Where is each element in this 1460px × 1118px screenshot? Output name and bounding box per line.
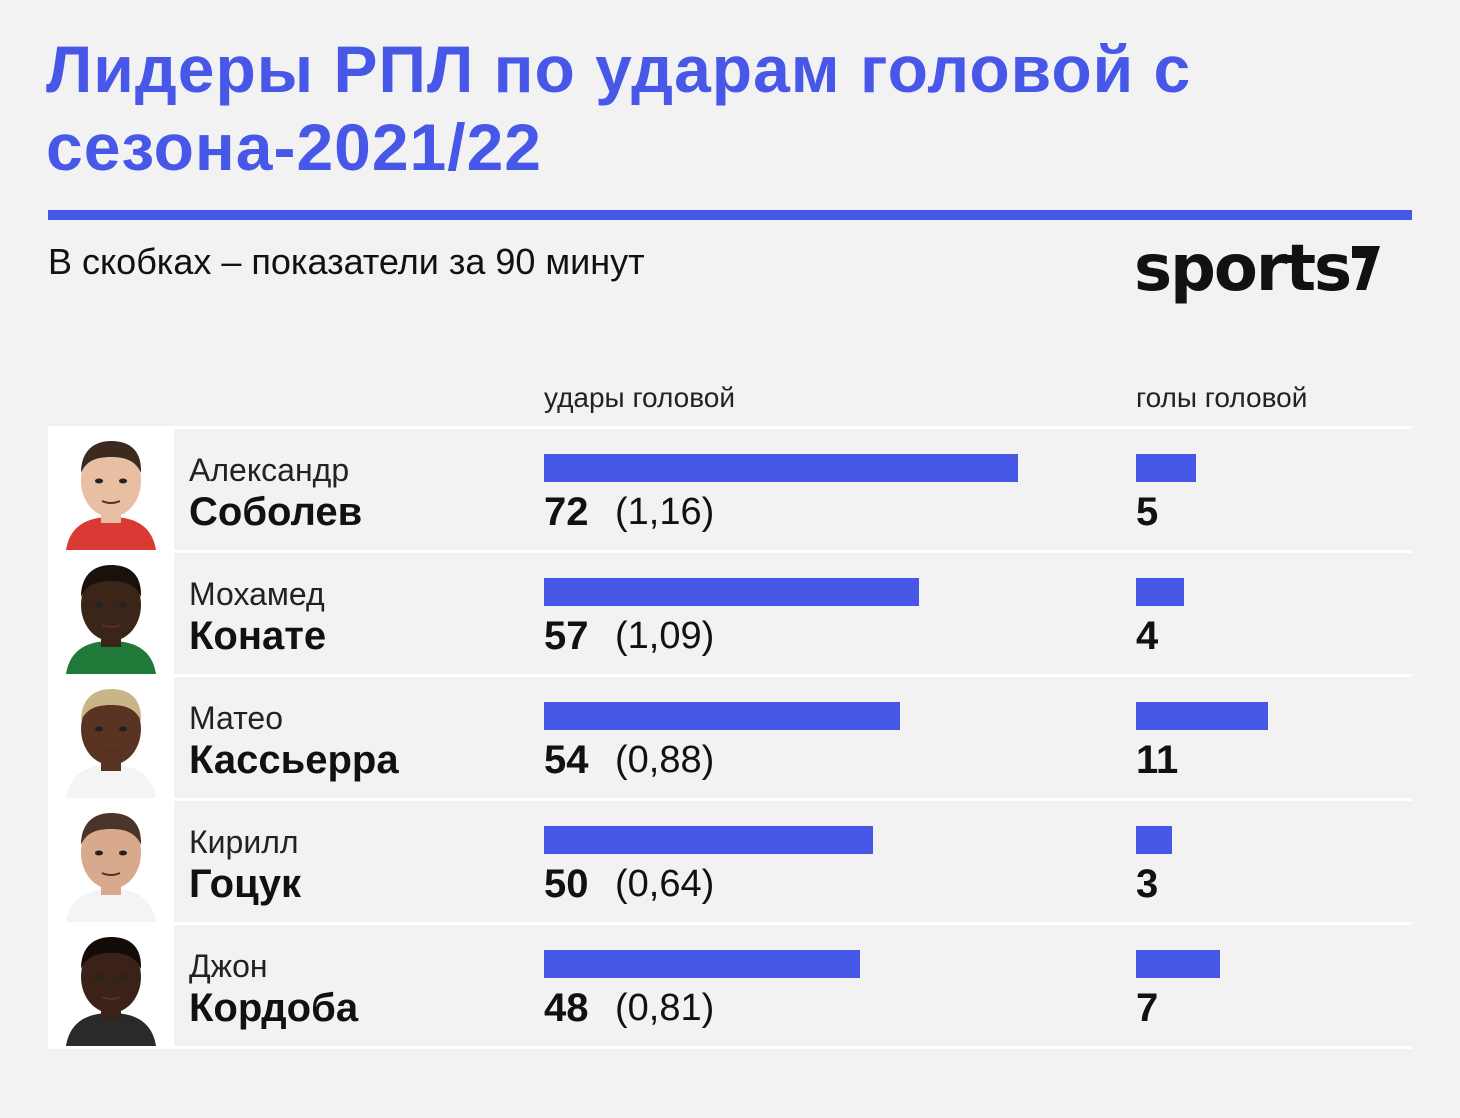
shots-bar	[544, 578, 919, 606]
shots-bar	[544, 826, 873, 854]
player-first-name: Кирилл	[189, 824, 299, 860]
shots-value: 72	[544, 490, 589, 534]
goals-bar	[1136, 702, 1268, 730]
column-header-goals: голы головой	[1136, 382, 1308, 413]
player-photo	[48, 925, 174, 1046]
page-title: Лидеры РПЛ по ударам головой с сезона-20…	[46, 32, 1192, 184]
player-last-name: Соболев	[189, 490, 363, 534]
shots-value: 48	[544, 986, 589, 1030]
shots-per90-value: (1,09)	[615, 615, 715, 657]
player-first-name: Мохамед	[189, 576, 325, 612]
player-photo	[48, 429, 174, 550]
logo-slash-icon	[1352, 246, 1381, 290]
table-top-divider	[48, 426, 1412, 429]
player-table: Александр Соболев 72 (1,16) 5 Мохамед Конате 57…	[48, 429, 1412, 1049]
sports-logo: sports	[1134, 232, 1381, 314]
title-divider	[48, 210, 1412, 220]
player-last-name: Кордоба	[189, 986, 359, 1030]
player-name: Матео Кассьерра	[189, 699, 399, 783]
goals-bar	[1136, 578, 1184, 606]
player-portrait-icon	[48, 429, 174, 550]
player-portrait-icon	[48, 677, 174, 798]
shots-value: 54	[544, 738, 589, 782]
player-row: Александр Соболев 72 (1,16) 5	[48, 429, 1412, 553]
goals-value: 7	[1136, 986, 1159, 1030]
shots-per90-value: (0,81)	[615, 987, 715, 1029]
player-last-name: Кассьерра	[189, 738, 399, 782]
player-row: Кирилл Гоцук 50 (0,64) 3	[48, 801, 1412, 925]
player-portrait-icon	[48, 801, 174, 922]
shots-value: 50	[544, 862, 589, 906]
player-name: Джон Кордоба	[189, 947, 358, 1031]
player-name: Мохамед Конате	[189, 575, 326, 659]
player-portrait-icon	[48, 925, 174, 1046]
player-name: Кирилл Гоцук	[189, 823, 301, 907]
shots-per90-value: (0,64)	[615, 863, 715, 905]
logo-text: sports	[1134, 232, 1352, 306]
player-row: Матео Кассьерра 54 (0,88) 11	[48, 677, 1412, 801]
shots-per90-value: (0,88)	[615, 739, 715, 781]
shots-per90-value: (1,16)	[615, 491, 715, 533]
player-photo	[48, 801, 174, 922]
subtitle: В скобках – показатели за 90 минут	[48, 241, 645, 282]
goals-bar	[1136, 826, 1172, 854]
goals-value: 11	[1136, 738, 1179, 782]
player-portrait-icon	[48, 553, 174, 674]
shots-bar	[544, 702, 900, 730]
shots-bar	[544, 950, 860, 978]
player-photo	[48, 677, 174, 798]
player-name: Александр Соболев	[189, 451, 362, 535]
shots-bar	[544, 454, 1018, 482]
goals-value: 3	[1136, 862, 1159, 906]
player-first-name: Александр	[189, 452, 350, 488]
player-row: Джон Кордоба 48 (0,81) 7	[48, 925, 1412, 1049]
player-last-name: Гоцук	[189, 862, 301, 906]
shots-value: 57	[544, 614, 589, 658]
player-last-name: Конате	[189, 614, 327, 658]
player-first-name: Матео	[189, 700, 283, 736]
player-row: Мохамед Конате 57 (1,09) 4	[48, 553, 1412, 677]
goals-value: 5	[1136, 490, 1159, 534]
player-photo	[48, 553, 174, 674]
goals-bar	[1136, 454, 1196, 482]
goals-value: 4	[1136, 614, 1159, 658]
column-header-shots: удары головой	[544, 382, 736, 413]
goals-bar	[1136, 950, 1220, 978]
player-first-name: Джон	[189, 948, 268, 984]
